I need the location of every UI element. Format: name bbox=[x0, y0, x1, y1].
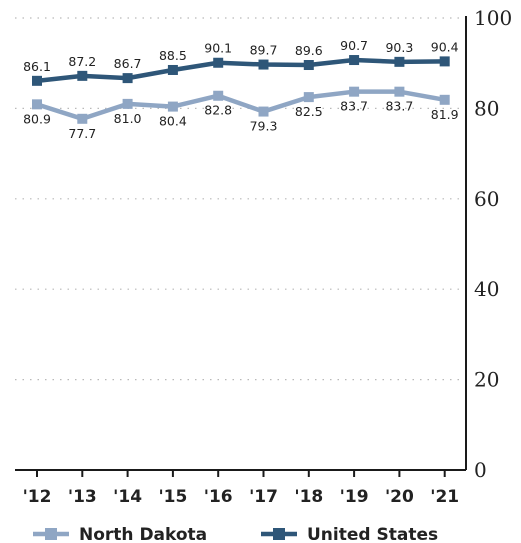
data-label-united-states-3: 88.5 bbox=[159, 48, 187, 63]
marker-north-dakota-0 bbox=[32, 99, 42, 110]
y-tick-label-40: 40 bbox=[474, 277, 499, 301]
marker-united-states-7 bbox=[349, 55, 360, 66]
data-label-united-states-1: 87.2 bbox=[68, 54, 96, 69]
data-label-north-dakota-5: 79.3 bbox=[250, 119, 278, 134]
marker-north-dakota-5 bbox=[258, 106, 269, 117]
x-tick-label-3: '15 bbox=[158, 487, 187, 507]
marker-united-states-8 bbox=[394, 56, 405, 67]
marker-united-states-4 bbox=[213, 57, 224, 68]
data-labels: 80.9 77.7 81.0 80.4 82.8 79.3 82.5 83.7 83.7 81.9… bbox=[23, 38, 459, 141]
data-label-united-states-4: 90.1 bbox=[204, 41, 232, 56]
data-label-north-dakota-2: 81.0 bbox=[114, 111, 142, 126]
data-label-united-states-9: 90.4 bbox=[431, 39, 459, 54]
x-tick-label-7: '19 bbox=[340, 487, 369, 507]
y-tick-label-0: 0 bbox=[474, 458, 487, 482]
x-tick-label-6: '18 bbox=[294, 487, 323, 507]
data-label-united-states-5: 89.7 bbox=[250, 43, 278, 58]
marker-north-dakota-4 bbox=[213, 90, 224, 101]
marker-north-dakota-2 bbox=[122, 98, 133, 109]
data-label-north-dakota-3: 80.4 bbox=[159, 114, 187, 129]
marker-united-states-9 bbox=[439, 56, 450, 67]
x-tick-label-8: '20 bbox=[385, 487, 414, 507]
y-tick-label-60: 60 bbox=[474, 187, 499, 211]
data-label-north-dakota-1: 77.7 bbox=[68, 126, 96, 141]
data-label-north-dakota-9: 81.9 bbox=[431, 107, 459, 122]
x-tick-label-5: '17 bbox=[249, 487, 278, 507]
marker-north-dakota-8 bbox=[394, 86, 405, 97]
legend-marker-north-dakota bbox=[45, 528, 57, 540]
series-line-united-states bbox=[34, 57, 447, 84]
x-tick-label-2: '14 bbox=[113, 487, 142, 507]
marker-united-states-2 bbox=[122, 73, 133, 84]
data-label-united-states-2: 86.7 bbox=[114, 56, 142, 71]
marker-north-dakota-9 bbox=[439, 94, 450, 105]
data-label-united-states-0: 86.1 bbox=[23, 59, 51, 74]
x-tick-label-9: '21 bbox=[430, 487, 459, 507]
gridlines bbox=[15, 17, 466, 381]
marker-north-dakota-3 bbox=[167, 101, 178, 112]
axes: 0 20 40 60 80 100 '12 '13 '14 '15 '16 '17 '18 '19 '20 '… bbox=[15, 6, 512, 507]
y-tick-label-20: 20 bbox=[474, 368, 499, 392]
data-label-north-dakota-6: 82.5 bbox=[295, 104, 323, 119]
marker-united-states-6 bbox=[303, 60, 314, 71]
legend-label-united-states: United States bbox=[307, 525, 438, 543]
marker-north-dakota-7 bbox=[349, 86, 360, 97]
data-label-north-dakota-8: 83.7 bbox=[385, 99, 413, 114]
data-label-united-states-6: 89.6 bbox=[295, 43, 323, 58]
y-tick-label-80: 80 bbox=[474, 96, 499, 120]
x-tick-label-1: '13 bbox=[68, 487, 97, 507]
legend-marker-united-states bbox=[273, 528, 285, 540]
marker-united-states-5 bbox=[258, 59, 269, 70]
legend-label-north-dakota: North Dakota bbox=[79, 525, 207, 543]
legend: North Dakota United States bbox=[33, 525, 438, 543]
series-line-north-dakota bbox=[34, 89, 447, 122]
marker-united-states-3 bbox=[167, 64, 178, 75]
marker-united-states-1 bbox=[77, 70, 88, 81]
series-layer bbox=[32, 55, 450, 124]
marker-united-states-0 bbox=[32, 75, 42, 86]
data-label-united-states-7: 90.7 bbox=[340, 38, 368, 53]
x-tick-label-4: '16 bbox=[204, 487, 233, 507]
x-tick-label-0: '12 bbox=[23, 487, 52, 507]
data-label-north-dakota-7: 83.7 bbox=[340, 99, 368, 114]
data-label-north-dakota-0: 80.9 bbox=[23, 111, 51, 126]
marker-north-dakota-1 bbox=[77, 113, 88, 124]
data-label-united-states-8: 90.3 bbox=[385, 40, 413, 55]
data-label-north-dakota-4: 82.8 bbox=[204, 103, 232, 118]
marker-north-dakota-6 bbox=[303, 92, 314, 103]
y-tick-label-100: 100 bbox=[474, 6, 512, 30]
